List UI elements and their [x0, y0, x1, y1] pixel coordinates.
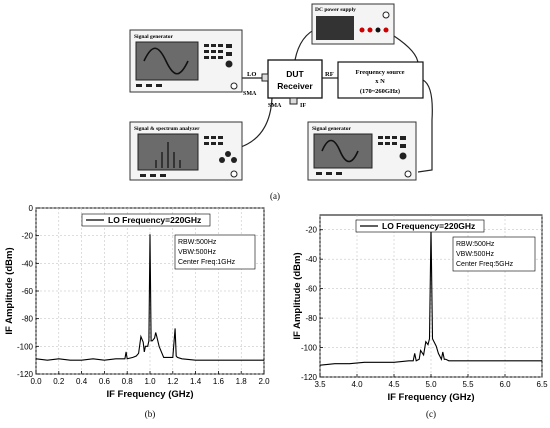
y-tick-label: -100: [17, 342, 34, 351]
wire-supply-to-source: [393, 35, 419, 65]
frequency-source: Frequency source x N (170~260GHz): [337, 61, 424, 99]
settings-text: RBW:500Hz: [178, 239, 217, 246]
y-tick-label: -60: [305, 285, 317, 294]
sine-wave-icon: [321, 139, 359, 163]
x-tick-label: 1.6: [213, 377, 225, 386]
dc-power-supply-terminals: [359, 11, 390, 33]
y-tick-label: -120: [17, 370, 34, 379]
legend-label: LO Frequency=220GHz: [108, 215, 201, 225]
x-tick-label: 0.6: [99, 377, 111, 386]
x-tick-label: 6.5: [536, 380, 548, 389]
x-tick-label: 0.8: [122, 377, 134, 386]
x-axis-label: IF Frequency (GHz): [106, 389, 193, 400]
x-tick-label: 1.0: [144, 377, 156, 386]
dc-power-supply-label: DC power supply: [315, 7, 356, 13]
x-tick-label: 4.5: [388, 380, 400, 389]
signal-generator-top-keypad: [136, 44, 238, 90]
x-tick-label: 0.4: [76, 377, 88, 386]
y-tick-label: -40: [21, 259, 33, 268]
y-tick-label: -60: [21, 287, 33, 296]
setup-diagram: Signal generator DC power supply: [129, 3, 433, 201]
if-label: IF: [300, 103, 306, 109]
x-tick-label: 1.8: [236, 377, 248, 386]
dut-receiver: DUT Receiver: [261, 59, 323, 105]
caption: (b): [145, 409, 156, 419]
dc-power-supply: DC power supply: [311, 3, 395, 45]
x-tick-label: 5.0: [425, 380, 437, 389]
settings-text: VBW:500Hz: [178, 249, 216, 256]
y-tick-label: -20: [305, 226, 317, 235]
legend-box: [355, 219, 485, 233]
x-tick-label: 0.2: [53, 377, 65, 386]
wire-freq-source-to-generator: [417, 79, 433, 173]
sma-left-label: SMA: [243, 91, 257, 97]
settings-text: Center Freq:5GHz: [456, 261, 514, 268]
y-tick-label: -80: [305, 314, 317, 323]
sma-connector-left: [261, 73, 269, 82]
y-tick-label: -40: [305, 255, 317, 264]
sine-wave-icon: [143, 47, 189, 75]
sma-connector-bottom: [289, 97, 298, 105]
y-tick-label: 0: [29, 204, 34, 213]
dut-receiver-box: [267, 59, 323, 99]
spectrum-line: [35, 234, 264, 361]
caption-a: (a): [270, 191, 280, 201]
dut-label: DUT: [286, 69, 304, 79]
spectrum-bars-icon: [155, 142, 181, 168]
wire-if-to-analyzer: [237, 97, 273, 149]
settings-text: Center Freq:1GHz: [178, 259, 236, 266]
signal-generator-bottom-screen: [313, 133, 373, 169]
signal-generator-top: Signal generator: [129, 29, 243, 93]
signal-generator-top-label: Signal generator: [134, 34, 174, 40]
spectrum-analyzer-label: Signal & spectrum analyzer: [134, 126, 200, 132]
x-tick-label: 3.5: [314, 380, 326, 389]
x-tick-label: 5.5: [462, 380, 474, 389]
receiver-label: Receiver: [277, 81, 313, 91]
chart-b: 0.0 0.2 0.4 0.6 0.8 1.0 1.2 1.4 1.6 1.8 2.0 0 -20 -40…: [4, 204, 270, 419]
y-axis-label: IF Amplitude (dBm): [4, 247, 15, 334]
signal-generator-bottom: Signal generator: [307, 121, 417, 181]
x-axis-label: IF Frequency (GHz): [387, 392, 474, 403]
lo-label: LO: [247, 71, 256, 78]
settings-box: [174, 234, 256, 270]
x-tick-label: 4.0: [351, 380, 363, 389]
legend-box: [81, 213, 211, 227]
y-tick-label: -100: [301, 344, 318, 353]
settings-text: VBW:500Hz: [456, 251, 494, 258]
spectrum-analyzer: Signal & spectrum analyzer: [129, 121, 243, 181]
signal-generator-bottom-label: Signal generator: [312, 126, 352, 132]
y-axis-label: IF Amplitude (dBm): [292, 252, 303, 339]
legend-label: LO Frequency=220GHz: [382, 221, 475, 231]
settings-box: [452, 236, 536, 272]
x-tick-label: 0.0: [30, 377, 42, 386]
x-tick-label: 6.0: [499, 380, 511, 389]
rf-label: RF: [325, 71, 334, 78]
chart-c: 3.5 4.0 4.5 5.0 5.5 6.0 6.5 -20 -40 -60 -80 -100 -12…: [292, 214, 548, 419]
x-tick-label: 1.2: [167, 377, 179, 386]
caption: (c): [426, 409, 436, 419]
dc-power-supply-keypad: [316, 16, 354, 40]
spectrum-analyzer-keypad: [140, 136, 238, 178]
sma-bottom-label: SMA: [268, 103, 282, 109]
x-tick-label: 2.0: [258, 377, 270, 386]
y-tick-label: -80: [21, 315, 33, 324]
signal-generator-bottom-keypad: [316, 136, 412, 178]
y-tick-label: -120: [301, 373, 318, 382]
frequency-source-label: Frequency source: [355, 69, 404, 76]
x-tick-label: 1.4: [190, 377, 202, 386]
signal-generator-top-screen: [135, 41, 199, 81]
frequency-range-label: (170~260GHz): [360, 88, 400, 95]
y-tick-label: -20: [21, 232, 33, 241]
settings-text: RBW:500Hz: [456, 241, 495, 248]
multiplier-label: x N: [375, 78, 385, 85]
frequency-source-box: [337, 61, 424, 99]
